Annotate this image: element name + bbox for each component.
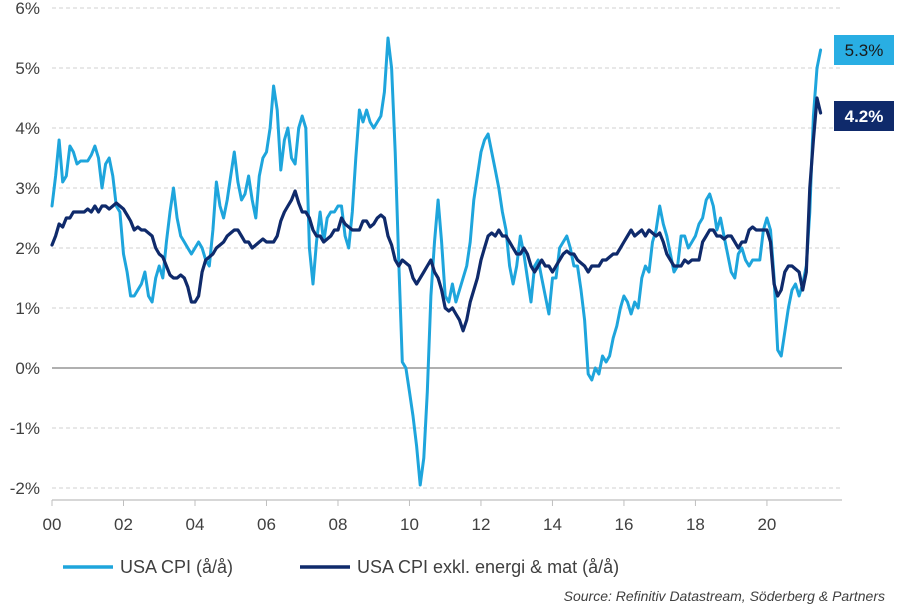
y-tick-label: 1% bbox=[15, 299, 40, 318]
end-label-text: 4.2% bbox=[845, 107, 884, 126]
y-tick-label: 6% bbox=[15, 0, 40, 18]
end-label-headline: 5.3% bbox=[834, 35, 894, 65]
x-tick-label: 12 bbox=[471, 515, 490, 534]
y-tick-label: -2% bbox=[10, 479, 40, 498]
end-label-box bbox=[834, 35, 894, 65]
legend-label-headline: USA CPI (å/å) bbox=[120, 557, 233, 577]
x-axis-ticks: 00 02 04 06 08 10 12 14 16 18 20 bbox=[43, 500, 776, 534]
gridlines bbox=[52, 7, 842, 489]
legend-item-headline: USA CPI (å/å) bbox=[63, 557, 233, 577]
x-tick-label: 20 bbox=[757, 515, 776, 534]
end-label-text: 5.3% bbox=[845, 41, 884, 60]
x-tick-label: 08 bbox=[329, 515, 348, 534]
series-lines bbox=[50, 36, 823, 487]
end-label-box bbox=[834, 101, 894, 131]
end-value-labels: 5.3% 4.2% bbox=[834, 35, 894, 131]
x-tick-label: 18 bbox=[686, 515, 705, 534]
x-tick-label: 00 bbox=[43, 515, 62, 534]
x-tick-label: 10 bbox=[400, 515, 419, 534]
x-tick-label: 06 bbox=[257, 515, 276, 534]
x-tick-label: 04 bbox=[186, 515, 205, 534]
x-tick-label: 14 bbox=[543, 515, 562, 534]
legend-item-core: USA CPI exkl. energi & mat (å/å) bbox=[300, 557, 619, 577]
y-tick-label: 2% bbox=[15, 239, 40, 258]
end-label-core: 4.2% bbox=[834, 101, 894, 131]
series-line-core bbox=[50, 96, 823, 333]
legend: USA CPI (å/å) USA CPI exkl. energi & mat… bbox=[63, 557, 619, 577]
y-tick-label: 4% bbox=[15, 119, 40, 138]
legend-label-core: USA CPI exkl. energi & mat (å/å) bbox=[357, 557, 619, 577]
source-note: Source: Refinitiv Datastream, Söderberg … bbox=[564, 588, 885, 604]
y-axis-ticks: 6% 5% 4% 3% 2% 1% 0% -1% -2% bbox=[10, 0, 40, 498]
y-tick-label: 0% bbox=[15, 359, 40, 378]
x-tick-label: 16 bbox=[614, 515, 633, 534]
y-tick-label: 3% bbox=[15, 179, 40, 198]
y-tick-label: 5% bbox=[15, 59, 40, 78]
y-tick-label: -1% bbox=[10, 419, 40, 438]
series-line-headline bbox=[50, 36, 823, 487]
x-tick-label: 02 bbox=[114, 515, 133, 534]
